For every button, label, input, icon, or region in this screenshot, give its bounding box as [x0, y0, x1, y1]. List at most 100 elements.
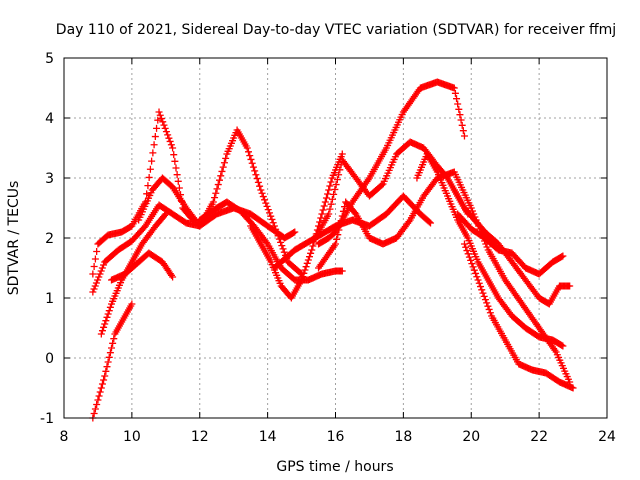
data-point: [144, 182, 152, 190]
data-point: [165, 134, 173, 142]
data-point: [330, 190, 338, 198]
series-9: [315, 78, 468, 248]
data-point: [106, 349, 114, 357]
data-point: [259, 193, 267, 201]
data-point: [475, 279, 483, 287]
x-tick-label: 12: [191, 429, 209, 445]
data-point: [98, 380, 106, 388]
data-point: [90, 285, 98, 293]
data-point: [301, 266, 309, 274]
data-point: [484, 302, 492, 310]
y-tick-label: 0: [45, 351, 54, 367]
data-point: [325, 210, 333, 218]
data-point: [154, 116, 162, 124]
data-point: [483, 243, 491, 251]
x-axis-label: GPS time / hours: [276, 459, 393, 475]
data-point: [101, 320, 109, 328]
data-point: [161, 211, 169, 219]
data-point: [172, 164, 180, 172]
data-point: [333, 176, 341, 184]
data-point: [94, 276, 102, 284]
data-point: [106, 303, 114, 311]
data-point: [91, 282, 99, 290]
data-point: [305, 253, 313, 261]
x-tick-label: 24: [598, 429, 616, 445]
data-point: [219, 163, 227, 171]
data-point: [166, 137, 174, 145]
data-point: [268, 215, 276, 223]
data-point: [248, 159, 256, 167]
data-point: [467, 204, 475, 212]
data-point: [456, 111, 464, 119]
series-14: [450, 186, 574, 308]
data-point: [262, 238, 270, 246]
data-point: [95, 392, 103, 400]
data-point: [474, 276, 482, 284]
data-point: [320, 202, 328, 210]
data-point: [263, 202, 271, 210]
data-point: [247, 155, 255, 163]
series-2: [135, 126, 306, 278]
data-point: [96, 270, 104, 278]
data-point: [156, 111, 164, 119]
data-point: [215, 176, 223, 184]
data-point: [110, 335, 118, 343]
data-point: [331, 185, 339, 193]
data-point: [326, 182, 334, 190]
data-point: [96, 388, 104, 396]
x-tick-label: 10: [123, 429, 141, 445]
data-point: [336, 166, 344, 174]
data-series: [89, 78, 577, 422]
data-point: [246, 152, 254, 160]
data-point: [468, 260, 476, 268]
data-point: [159, 118, 167, 126]
data-point: [327, 178, 335, 186]
y-tick-labels: -1 0 1 2 3 4 5: [40, 51, 54, 427]
data-point: [253, 175, 261, 183]
data-point: [328, 195, 336, 203]
data-point: [327, 200, 335, 208]
data-point: [90, 263, 98, 270]
data-point: [93, 248, 101, 255]
data-point: [480, 292, 488, 300]
data-point: [222, 154, 230, 162]
data-point: [254, 178, 262, 186]
data-point: [108, 344, 116, 352]
data-point: [102, 317, 110, 325]
data-point: [146, 165, 154, 173]
data-point: [291, 228, 299, 236]
data-point: [336, 221, 344, 229]
y-axis-label: SDTVAR / TECUs: [6, 181, 22, 296]
data-point: [218, 167, 226, 175]
data-point: [378, 181, 386, 189]
data-point: [220, 159, 228, 167]
data-point: [145, 173, 153, 181]
data-point: [277, 238, 285, 246]
series-16: [460, 240, 577, 392]
data-point: [338, 267, 346, 275]
data-point: [325, 186, 333, 194]
data-point: [308, 246, 316, 254]
data-point: [104, 310, 112, 318]
data-point: [90, 410, 98, 417]
data-point: [95, 273, 103, 281]
data-point: [91, 255, 99, 263]
data-point: [169, 273, 177, 281]
data-point: [299, 273, 307, 281]
data-point: [214, 181, 222, 189]
data-point: [351, 209, 359, 217]
data-point: [155, 108, 163, 116]
data-point: [559, 252, 567, 260]
data-point: [164, 131, 172, 139]
data-point: [102, 367, 110, 375]
data-point: [89, 288, 97, 296]
data-point: [258, 189, 266, 197]
data-point: [257, 186, 265, 194]
x-tick-label: 20: [462, 429, 480, 445]
data-point: [335, 171, 343, 179]
data-point: [337, 217, 345, 225]
x-tick-label: 8: [60, 429, 69, 445]
data-point: [450, 84, 458, 92]
data-point: [160, 121, 168, 129]
x-tick-labels: 8 10 12 14 16 18 20 22 24: [60, 429, 616, 445]
